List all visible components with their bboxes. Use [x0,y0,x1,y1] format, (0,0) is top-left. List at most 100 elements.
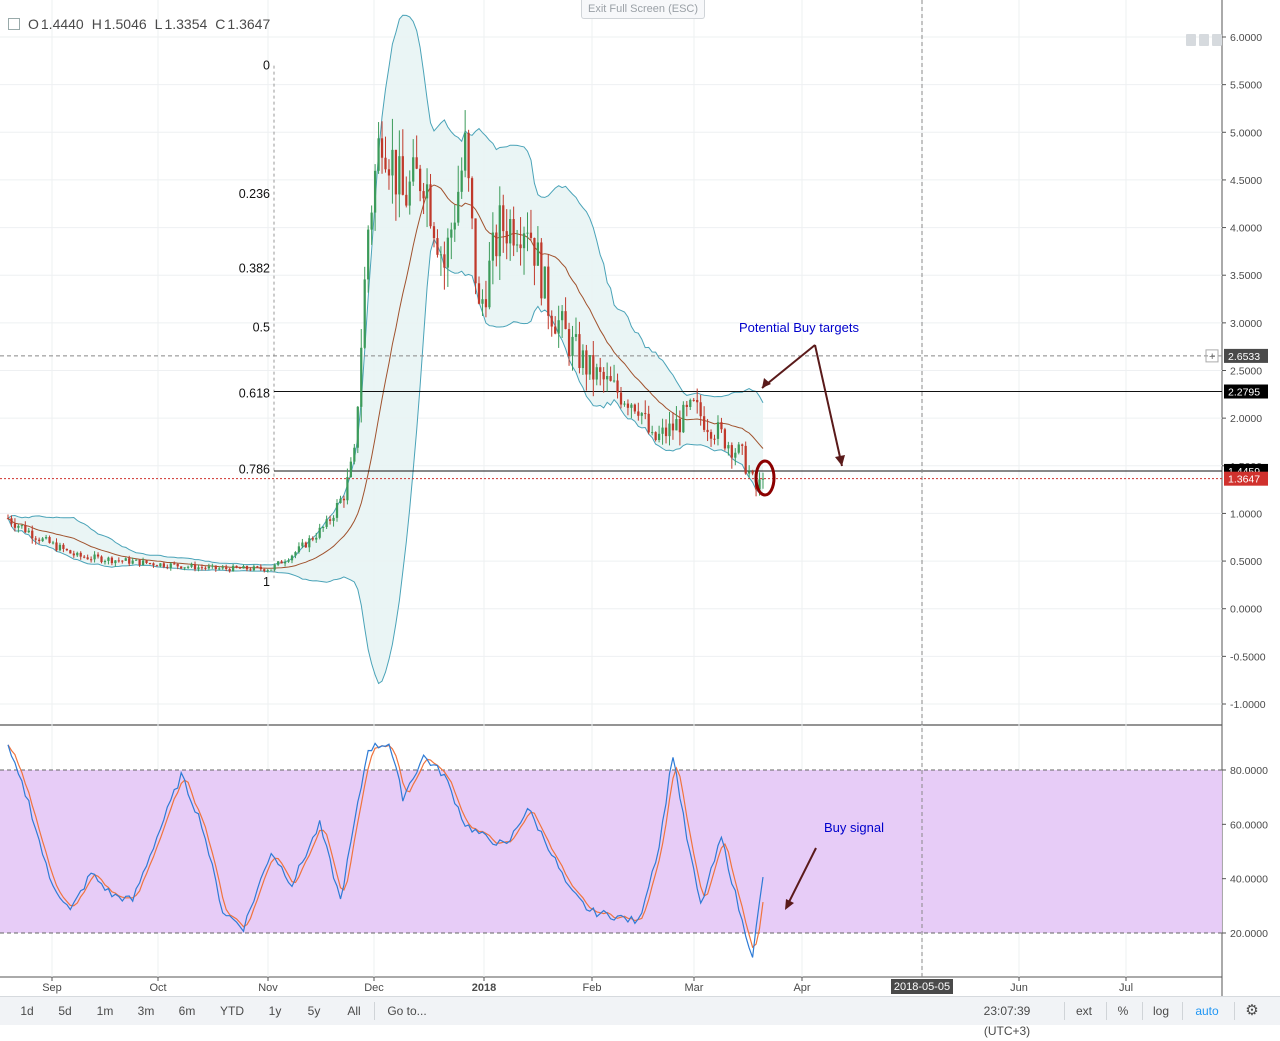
log-scale-toggle[interactable]: log [1152,1004,1169,1018]
range-all-button[interactable]: All [347,1004,361,1018]
candle-body [304,542,307,548]
candle-body [20,525,23,527]
pane-maximize-icon[interactable] [1212,34,1222,46]
price-label-bg [1224,348,1268,363]
candle-body [557,320,560,334]
candle-body [419,168,422,192]
legend-toggle-icon[interactable] [8,18,20,30]
price-tick-label: 2.5000 [1230,366,1262,378]
candle-body [186,566,190,568]
candle-body [283,561,287,564]
fib-level-label: 0.382 [239,262,270,276]
candle-body [720,422,723,430]
candle-body [373,170,377,213]
candle-body [751,471,754,474]
candle-body [744,445,747,474]
range-1m-button[interactable]: 1m [96,1004,114,1018]
candle-body [630,404,633,408]
candle-body [391,149,394,176]
extended-hours-toggle[interactable]: ext [1075,1004,1092,1018]
range-5d-button[interactable]: 5d [58,1004,72,1018]
candle-body [114,560,117,564]
candle-body [682,404,685,433]
candle-body [96,554,100,557]
candle-body [498,205,501,257]
candle-body [644,413,647,415]
candle-body [595,367,598,380]
candle-body [294,552,297,556]
pane-down-icon[interactable] [1199,34,1209,46]
add-alert-icon[interactable]: + [1209,351,1215,363]
candle-body [44,537,48,539]
candle-body [619,392,623,405]
candle-body [692,399,695,401]
candle-body [297,546,301,553]
percent-scale-toggle[interactable]: % [1117,1004,1129,1018]
candle-body [529,232,533,238]
candle-body [477,283,481,304]
candle-body [76,552,79,556]
candle-body [464,132,467,171]
price-tick-label: 4.0000 [1230,223,1262,235]
add-alert-box[interactable] [1205,349,1219,363]
price-label-line-level: 2.2795 [1224,384,1268,399]
candle-body [509,218,512,244]
range-ytd-button[interactable]: YTD [220,1004,244,1018]
candle-body [211,565,214,567]
candle-body [585,350,588,375]
candle-body [384,157,387,170]
auto-scale-toggle[interactable]: auto [1195,1004,1219,1018]
range-3m-button[interactable]: 3m [137,1004,155,1018]
candle-body [536,242,540,266]
candle-body [193,564,197,570]
pane-controls[interactable] [1186,34,1222,46]
candle-body [48,537,51,543]
time-crosshair-label-bg [891,979,953,994]
candle-body [453,222,456,230]
candle-body [148,563,152,565]
candle-body [488,260,491,308]
annotation-arrowhead [835,455,845,466]
range-1y-button[interactable]: 1y [268,1004,282,1018]
exit-fullscreen-button[interactable]: Exit Full Screen (ESC) [581,0,705,19]
candle-body [138,559,141,566]
candle-body [218,568,221,570]
stoch-tick-label: 40.0000 [1230,874,1268,886]
candle-body [512,218,515,246]
candle-body [152,563,155,566]
candle-body [238,567,242,569]
candle-body [401,156,404,195]
candle-body [270,569,273,571]
range-5y-button[interactable]: 5y [307,1004,321,1018]
candle-body [197,567,200,570]
clock-display[interactable]: 23:07:39 (UTC+3) [983,1004,1031,1038]
candle-body [17,525,20,528]
candle-body [349,461,352,478]
goto-button[interactable]: Go to... [387,1004,427,1018]
candle-body [58,544,62,551]
candle-body [439,254,443,256]
candle-body [654,432,657,440]
candle-body [34,538,37,540]
candle-body [574,334,578,337]
bollinger-lower-line [7,237,764,685]
candle-body [332,517,335,521]
candle-body [443,254,446,268]
settings-gear-icon[interactable]: ⚙ [1245,1002,1259,1019]
range-6m-button[interactable]: 6m [178,1004,196,1018]
candle-body [103,561,107,563]
candle-body [322,526,325,528]
range-1d-button[interactable]: 1d [20,1004,34,1018]
candle-body [602,371,605,380]
candle-body [190,564,193,567]
candle-body [678,419,682,433]
pane-up-icon[interactable] [1186,34,1196,46]
candle-body [647,413,650,433]
candle-body [169,563,172,568]
bollinger-basis-line [7,184,764,569]
price-tick-label: 3.0000 [1230,318,1262,330]
candle-body [51,542,55,544]
candle-body [245,566,249,570]
